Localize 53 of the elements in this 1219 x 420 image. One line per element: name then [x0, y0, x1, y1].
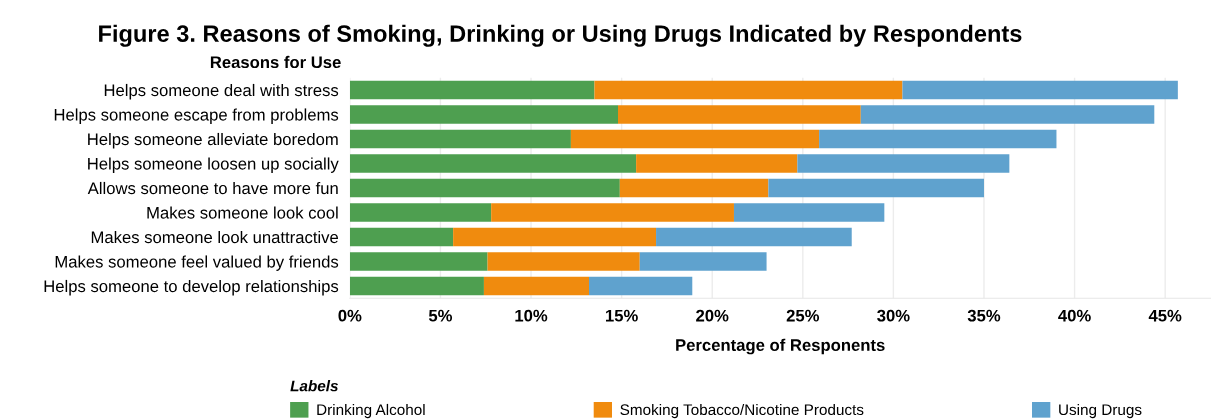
bar: [639, 252, 767, 271]
bar: [349, 252, 488, 271]
y-tick-label: Makes someone feel valued by friends: [55, 255, 339, 271]
bar: [902, 80, 1178, 100]
bar: [487, 252, 640, 271]
bar: [349, 80, 595, 100]
bar: [453, 227, 657, 247]
legend-label: Using Drugs: [1059, 403, 1142, 419]
bar: [349, 276, 484, 296]
bar: [819, 129, 1057, 149]
bar: [860, 105, 1155, 124]
x-tick-label: 5%: [428, 309, 453, 322]
x-tick-label: 25%: [786, 309, 820, 322]
y-tick-label: Helps someone to develop relationships: [44, 279, 339, 296]
bar: [594, 80, 903, 100]
x-axis-title: Percentage of Responents: [676, 338, 885, 355]
bar: [768, 178, 984, 198]
bar: [589, 276, 693, 296]
y-tick-label: Allows someone to have more fun: [87, 181, 338, 195]
bar: [349, 227, 454, 247]
bar: [733, 203, 885, 222]
bar: [570, 129, 820, 149]
bar: [618, 105, 861, 124]
bar: [656, 227, 852, 247]
x-tick-label: 15%: [606, 309, 638, 322]
x-tick-label: 20%: [696, 309, 729, 322]
bar: [636, 154, 798, 173]
bar: [349, 105, 618, 124]
chart-title: Figure 3. Reasons of Smoking, Drinking or Using Drugs Indicated by Respondents: [99, 24, 1022, 47]
x-tick-label: 10%: [515, 309, 548, 322]
bar: [797, 154, 1010, 173]
bar: [483, 276, 590, 296]
y-tick-label: Helps someone loosen up socially: [88, 157, 339, 173]
legend-label: Smoking Tobacco/Nicotine Products: [620, 403, 864, 419]
legend-label: Drinking Alcohol: [317, 403, 425, 419]
x-tick-label: 40%: [1058, 309, 1091, 322]
y-tick-label: Makes someone look cool: [147, 206, 338, 219]
y-axis-title: Reasons for Use: [210, 55, 341, 69]
y-tick-label: Helps someone escape from problems: [54, 108, 339, 124]
y-tick-label: Makes someone look unattractive: [91, 230, 339, 244]
bar: [619, 178, 769, 198]
bar: [349, 178, 620, 198]
x-tick-label: 30%: [877, 309, 910, 322]
y-tick-label: Helps someone deal with stress: [104, 83, 339, 100]
x-tick-label: 45%: [1148, 309, 1182, 322]
legend-title: Labels: [290, 380, 338, 392]
bar: [349, 129, 571, 149]
y-tick-label: Helps someone alleviate boredom: [88, 132, 338, 149]
bar: [349, 154, 637, 173]
bar: [349, 203, 492, 222]
bar: [491, 203, 734, 222]
x-tick-label: 35%: [967, 309, 1001, 322]
x-tick-label: 0%: [338, 309, 362, 322]
